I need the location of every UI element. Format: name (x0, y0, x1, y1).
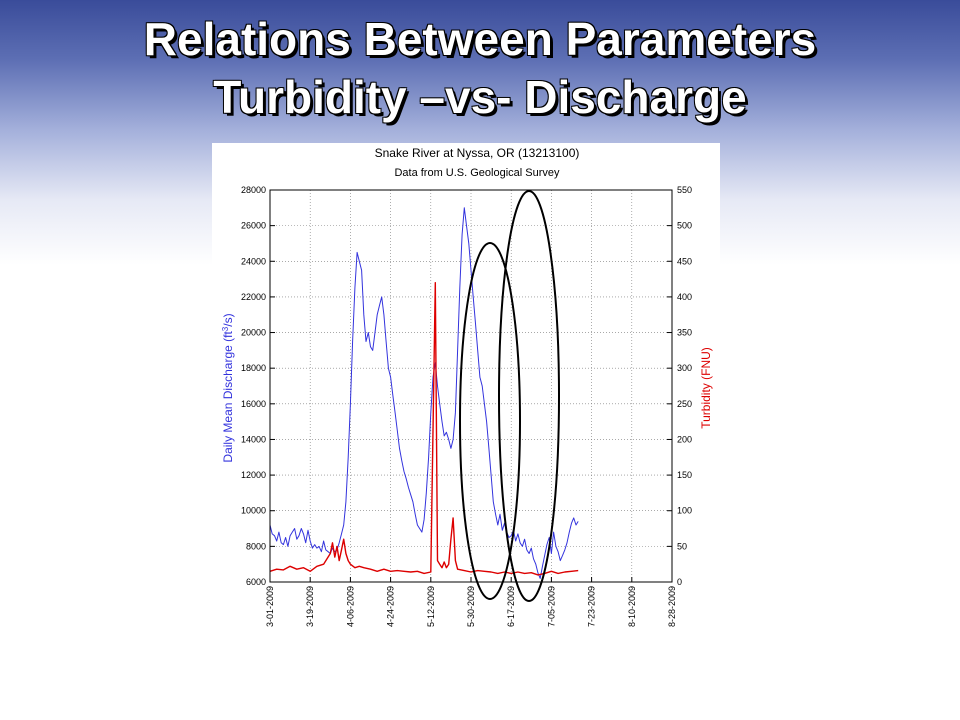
y-left-tick-label: 10000 (241, 506, 266, 516)
x-tick-label: 6-17-2009 (506, 586, 516, 627)
x-tick-label: 5-12-2009 (426, 586, 436, 627)
y-left-tick-label: 6000 (246, 577, 266, 587)
y-right-tick-label: 150 (677, 470, 692, 480)
y-left-tick-label: 12000 (241, 470, 266, 480)
y-left-label-sup: 3 (221, 326, 230, 331)
y-right-tick-label: 500 (677, 221, 692, 231)
turbidity-series-line (269, 282, 579, 576)
slide-title: Relations Between Parameters Turbidity –… (0, 10, 960, 126)
tick-layer: 6000 8000 10000 12000 14000 16000 18000 20000 22… (241, 185, 692, 627)
chart-title: Snake River at Nyssa, OR (13213100) (375, 146, 580, 160)
y-right-tick-label: 200 (677, 434, 692, 444)
x-tick-label: 4-24-2009 (386, 586, 396, 627)
y-left-tick-label: 8000 (246, 541, 266, 551)
discharge-series-line (269, 207, 579, 579)
x-tick-label: 7-23-2009 (587, 586, 597, 627)
y-left-tick-label: 16000 (241, 399, 266, 409)
x-tick-label: 8-28-2009 (667, 586, 677, 627)
y-left-tick-label: 20000 (241, 328, 266, 338)
y-left-tick-label: 26000 (241, 221, 266, 231)
y-left-label-main: Daily Mean Discharge (ft (221, 331, 235, 463)
y-left-tick-label: 24000 (241, 256, 266, 266)
x-tick-label: 5-30-2009 (466, 586, 476, 627)
plot-frame (269, 189, 673, 583)
y-right-tick-label: 350 (677, 328, 692, 338)
y-left-tick-label: 18000 (241, 363, 266, 373)
y-right-tick-label: 450 (677, 256, 692, 266)
y-right-axis-label: Turbidity (FNU) (699, 347, 713, 429)
grid-layer (270, 190, 672, 582)
x-tick-label: 3-01-2009 (265, 586, 275, 627)
annotation-ellipse-1 (459, 242, 521, 600)
y-left-tick-label: 22000 (241, 292, 266, 302)
annotation-ellipse-2 (498, 190, 560, 602)
y-right-tick-label: 550 (677, 185, 692, 195)
y-right-tick-label: 400 (677, 292, 692, 302)
series-layer (269, 207, 579, 579)
y-left-tick-label: 14000 (241, 434, 266, 444)
x-tick-label: 7-05-2009 (546, 586, 556, 627)
y-left-label-end: /s) (221, 313, 235, 326)
slide-title-line-1: Relations Between Parameters (143, 13, 817, 65)
chart-subtitle: Data from U.S. Geological Survey (394, 167, 560, 179)
y-right-tick-label: 100 (677, 506, 692, 516)
x-tick-label: 4-06-2009 (345, 586, 355, 627)
y-left-axis-label: Daily Mean Discharge (ft3/s) (221, 313, 236, 462)
y-right-tick-label: 50 (677, 541, 687, 551)
y-right-tick-label: 250 (677, 399, 692, 409)
chart-svg: Snake River at Nyssa, OR (13213100) Data… (221, 146, 714, 627)
y-left-tick-label: 28000 (241, 185, 266, 195)
x-tick-label: 3-19-2009 (305, 586, 315, 627)
y-right-tick-label: 300 (677, 363, 692, 373)
slide-title-line-2: Turbidity –vs- Discharge (213, 71, 747, 123)
chart-image: Snake River at Nyssa, OR (13213100) Data… (212, 143, 720, 630)
y-right-tick-label: 0 (677, 577, 682, 587)
x-tick-label: 8-10-2009 (627, 586, 637, 627)
